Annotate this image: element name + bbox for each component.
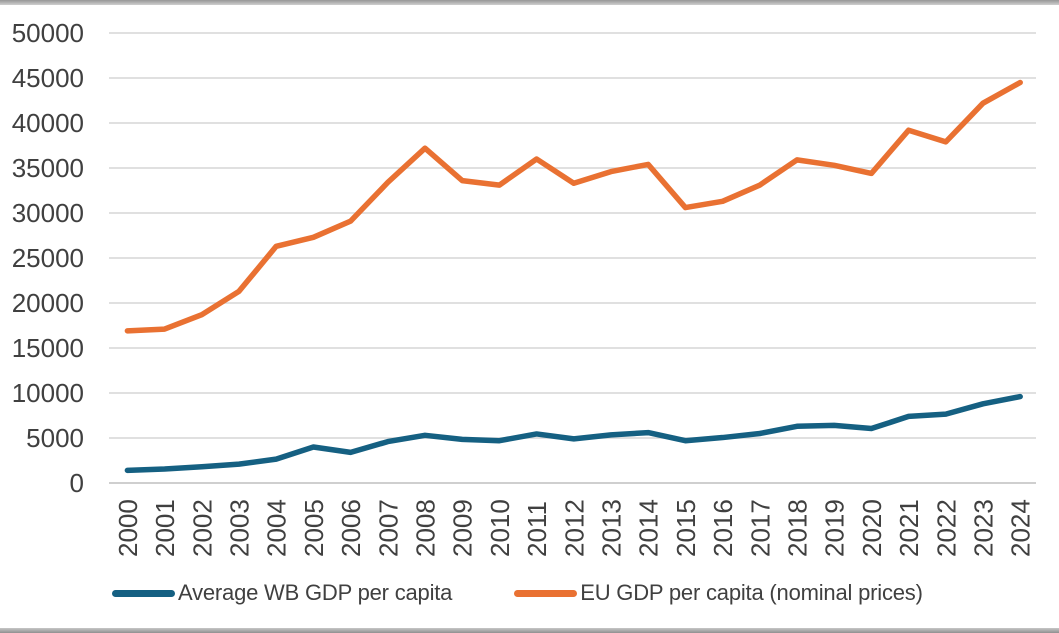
x-axis-tick-label: 2017: [745, 499, 775, 557]
x-axis-tick-label: 2021: [894, 499, 924, 557]
series-line-eu: [124, 79, 1023, 334]
x-axis-tick-label: 2012: [559, 499, 589, 557]
x-axis-tick-label: 2020: [857, 499, 887, 557]
x-axis-tick-label: 2014: [634, 499, 664, 557]
y-axis-tick-label: 0: [70, 468, 84, 498]
y-axis-tick-label: 25000: [12, 243, 84, 273]
x-axis-tick-label: 2023: [969, 499, 999, 557]
y-axis-tick-label: 40000: [12, 108, 84, 138]
chart-legend: Average WB GDP per capita EU GDP per cap…: [112, 579, 923, 607]
x-axis-tick-label: 2022: [931, 499, 961, 557]
y-axis-tick-label: 30000: [12, 198, 84, 228]
x-axis-tick-label: 2002: [187, 499, 217, 557]
y-axis-tick-label: 5000: [26, 423, 84, 453]
legend-entry-wb: Average WB GDP per capita: [112, 580, 452, 606]
x-axis-tick-label: 2019: [820, 499, 850, 557]
x-axis-tick-label: 2007: [373, 499, 403, 557]
series-line-wb: [124, 393, 1023, 474]
top-border-bar: [0, 0, 1059, 5]
x-axis-tick-label: 2008: [411, 499, 441, 557]
x-axis-tick-label: 2001: [150, 499, 180, 557]
y-axis-tick-label: 20000: [12, 288, 84, 318]
x-axis-tick-label: 2000: [113, 499, 143, 557]
x-axis-tick-label: 2005: [299, 499, 329, 557]
eu-series-label: EU GDP per capita (nominal prices): [580, 580, 923, 605]
x-axis-tick-label: 2011: [522, 501, 552, 557]
y-axis-tick-label: 45000: [12, 63, 84, 93]
x-axis-tick-label: 2016: [708, 499, 738, 557]
x-axis-tick-label: 2024: [1006, 499, 1036, 557]
y-axis-tick-label: 15000: [12, 333, 84, 363]
x-axis-tick-label: 2010: [485, 499, 515, 557]
x-axis-tick-label: 2009: [448, 499, 478, 557]
legend-entry-eu: EU GDP per capita (nominal prices): [514, 580, 923, 606]
x-axis-tick-label: 2003: [225, 499, 255, 557]
y-axis-tick-label: 35000: [12, 153, 84, 183]
wb-series-label: Average WB GDP per capita: [178, 580, 453, 605]
x-axis-tick-label: 2006: [336, 499, 366, 557]
eu-series-swatch-icon: [514, 589, 578, 597]
x-axis-tick-label: 2004: [262, 499, 292, 557]
x-axis-tick-label: 2013: [597, 499, 627, 557]
y-axis-tick-label: 10000: [12, 378, 84, 408]
y-axis-tick-label: 50000: [12, 18, 84, 48]
wb-series-swatch-icon: [112, 589, 175, 597]
bottom-border-bar: [0, 628, 1059, 633]
x-axis-tick-label: 2015: [671, 499, 701, 557]
x-axis-tick-label: 2018: [783, 499, 813, 557]
